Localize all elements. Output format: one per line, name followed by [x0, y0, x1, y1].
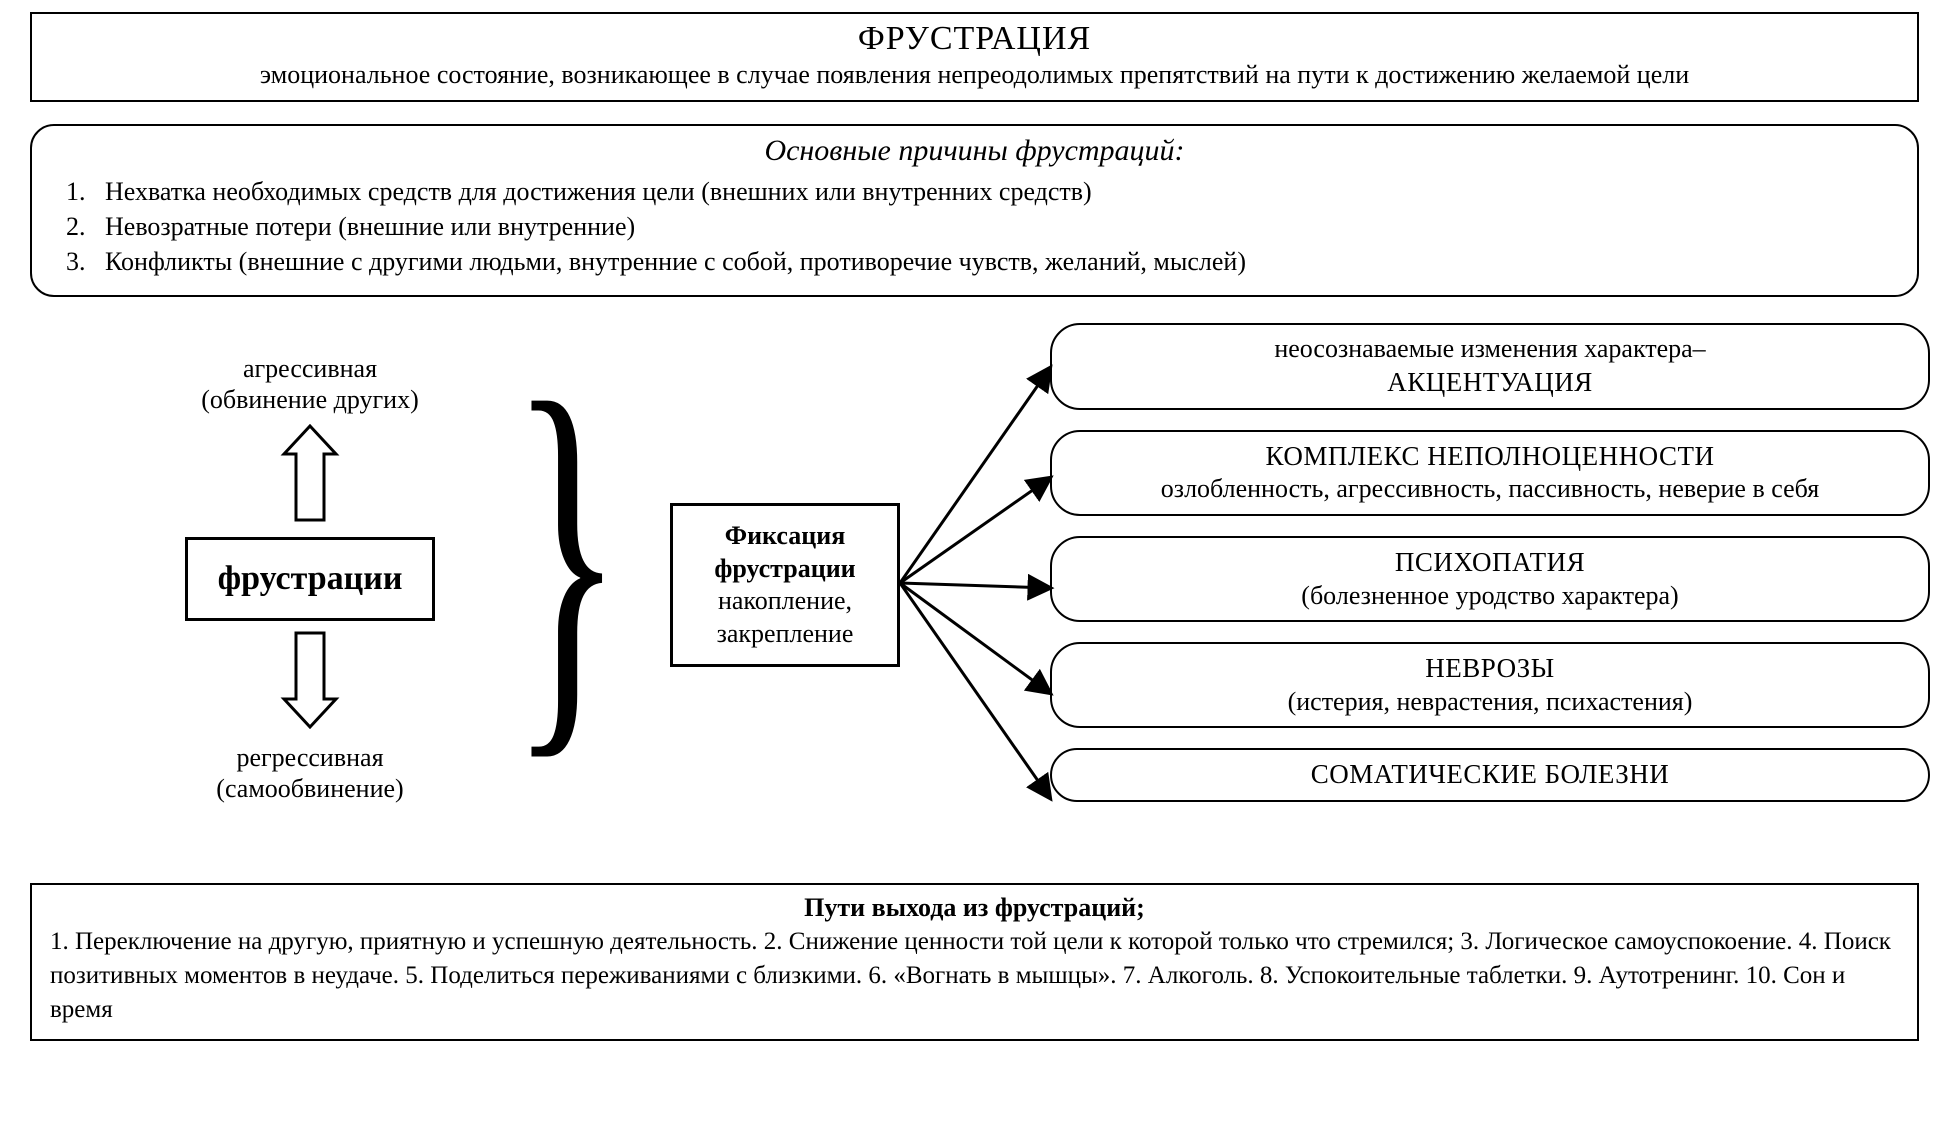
outcome-pill: НЕВРОЗЫ (истерия, неврастения, психастен…: [1050, 642, 1930, 728]
fixation-line: Фиксация: [685, 520, 885, 553]
exits-box: Пути выхода из фрустраций; 1. Переключен…: [30, 883, 1919, 1040]
outcome-pill: ПСИХОПАТИЯ (болезненное уродство характе…: [1050, 536, 1930, 622]
fixation-line: накопление,: [685, 585, 885, 618]
up-arrow-icon: [280, 424, 340, 524]
diagram-area: агрессивная (обвинение других) фрустраци…: [30, 323, 1919, 883]
fixation-line: фрустрации: [685, 553, 885, 586]
main-title: ФРУСТРАЦИЯ: [52, 20, 1897, 58]
down-arrow-icon: [280, 629, 340, 729]
fixation-line: закрепление: [685, 618, 885, 651]
cause-item: 1. Нехватка необходимых средств для дост…: [66, 174, 1887, 209]
fixation-box: Фиксация фрустрации накопление, закрепле…: [670, 503, 900, 667]
outcome-pill: СОМАТИЧЕСКИЕ БОЛЕЗНИ: [1050, 748, 1930, 802]
frustration-core-box: фрустрации: [120, 537, 500, 621]
header-box: ФРУСТРАЦИЯ эмоциональное состояние, возн…: [30, 12, 1919, 102]
aggressive-label: агрессивная (обвинение других): [120, 353, 500, 415]
outcome-arrows: [900, 323, 1060, 883]
outcome-pill: неосознаваемые изменения характера– АКЦЕ…: [1050, 323, 1930, 409]
regressive-label: регрессивная (самообвинение): [120, 742, 500, 804]
cause-item: 3. Конфликты (внешние с другими людьми, …: [66, 244, 1887, 279]
causes-box: Основные причины фрустраций: 1. Нехватка…: [30, 124, 1919, 297]
frustration-types-column: агрессивная (обвинение других) фрустраци…: [120, 353, 500, 804]
brace-icon: }: [510, 351, 624, 760]
main-subtitle: эмоциональное состояние, возникающее в с…: [52, 60, 1897, 90]
exits-body: 1. Переключение на другую, приятную и ус…: [50, 925, 1899, 1026]
exits-title: Пути выхода из фрустраций;: [50, 893, 1899, 923]
cause-item: 2. Невозратные потери (внешние или внутр…: [66, 209, 1887, 244]
outcome-pill: КОМПЛЕКС НЕПОЛНОЦЕННОСТИ озлобленность, …: [1050, 430, 1930, 516]
causes-title: Основные причины фрустраций:: [62, 134, 1887, 168]
outcomes-column: неосознаваемые изменения характера– АКЦЕ…: [1050, 323, 1930, 802]
causes-list: 1. Нехватка необходимых средств для дост…: [62, 174, 1887, 279]
